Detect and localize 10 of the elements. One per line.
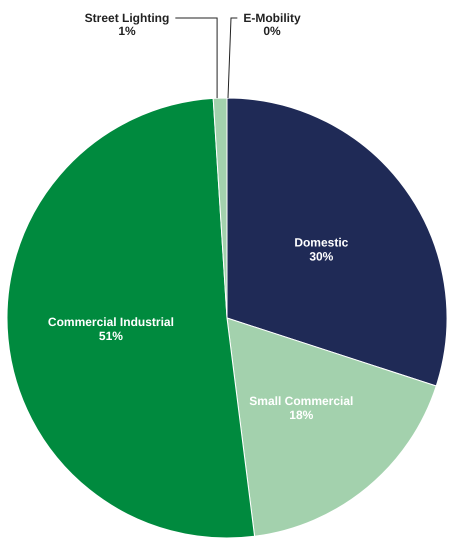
- data-label: 1%: [118, 24, 136, 38]
- slice-label: Domestic: [294, 235, 349, 250]
- slice-label: Small Commercial: [249, 394, 354, 408]
- data-label: 30%: [309, 249, 334, 264]
- slice-label: Street Lighting: [84, 11, 170, 25]
- text: 0%: [263, 24, 281, 38]
- slice-label: Commercial Industrial: [48, 314, 174, 329]
- category-label: E-Mobility: [243, 11, 301, 25]
- data-label: 51%: [98, 328, 124, 343]
- data-label: 18%: [289, 408, 314, 422]
